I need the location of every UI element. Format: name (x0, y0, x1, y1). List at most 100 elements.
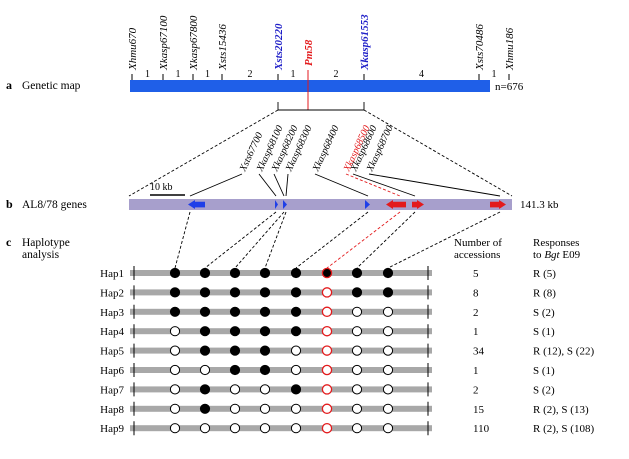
marker-leader-line (352, 173, 416, 197)
zoom-lines-a-to-b (128, 102, 513, 197)
allele-filled (169, 306, 181, 317)
haplotype-bar (130, 308, 432, 315)
panel-c-letter: c (6, 235, 12, 249)
map-marker-label: Xkasp61553 (359, 14, 371, 71)
haplotype-bar (130, 289, 432, 296)
allele-open (290, 423, 302, 434)
allele-filled (351, 287, 363, 298)
marker-leader-line (285, 173, 289, 197)
allele-open (382, 326, 394, 337)
allele-filled (259, 267, 271, 279)
allele-filled (259, 345, 271, 356)
allele-open (351, 326, 363, 337)
allele-open (321, 306, 333, 318)
response-header-line2: to Bgt E09 (533, 249, 581, 261)
map-marker-label: Xsts70486 (474, 24, 486, 71)
allele-filled (199, 384, 211, 395)
response-value: R (5) (533, 268, 556, 280)
allele-open (259, 384, 271, 395)
haplotype-name: Hap9 (100, 423, 124, 435)
allele-open (321, 287, 333, 298)
allele-filled (199, 345, 211, 356)
haplotype-name: Hap5 (100, 346, 124, 358)
allele-open (321, 364, 333, 376)
allele-filled (169, 287, 181, 298)
recombinant-count: 1 (291, 69, 296, 80)
allele-filled (199, 306, 211, 317)
recombinant-count: 1 (176, 69, 181, 80)
allele-filled (229, 326, 241, 337)
allele-open (351, 306, 363, 317)
haplotype-name: Hap8 (100, 404, 124, 416)
marker-connector (295, 211, 369, 269)
accession-count: 15 (473, 404, 485, 416)
response-header-line1: Responses (533, 237, 579, 249)
allele-filled (259, 364, 271, 376)
allele-open (259, 403, 271, 414)
gene-arrows (188, 200, 506, 209)
haplotype-row: Hap1 5 R (5) (100, 266, 556, 280)
haplotype-row: Hap3 2 S (2) (100, 304, 555, 319)
allele-open (321, 345, 333, 356)
allele-open (351, 345, 363, 356)
response-value: S (2) (533, 384, 555, 396)
haplotype-row: Hap8 15 R (2), S (13) (100, 401, 589, 416)
allele-open (382, 306, 394, 317)
allele-filled (351, 267, 363, 279)
allele-open (382, 345, 394, 356)
accession-count: 34 (473, 346, 485, 358)
allele-open (199, 423, 211, 434)
allele-open (169, 345, 181, 356)
marker-connector (204, 211, 277, 269)
panel-a-title: Genetic map (22, 80, 81, 92)
accession-count: 5 (473, 268, 479, 280)
haplotype-row: Hap6 1 S (1) (100, 363, 555, 377)
allele-filled (290, 326, 302, 337)
haplotype-row: Hap9 110 R (2), S (108) (100, 421, 594, 436)
map-marker-label: Xhmu670 (127, 27, 139, 71)
allele-open (382, 403, 394, 414)
allele-open (351, 423, 363, 434)
marker-leader-line (189, 173, 243, 197)
panel-a-letter: a (6, 78, 12, 92)
allele-filled (199, 287, 211, 298)
map-marker-label: Xkasp67100 (158, 15, 170, 71)
marker-connector (264, 211, 287, 269)
allele-filled (290, 267, 302, 279)
accession-count: 1 (473, 326, 479, 338)
haplotype-bar (130, 405, 432, 412)
haplotype-bar (130, 367, 432, 373)
allele-filled (259, 306, 271, 317)
allele-filled (169, 267, 181, 279)
haplotype-name: Hap6 (100, 365, 124, 377)
haplotype-name: Hap1 (100, 268, 124, 280)
allele-filled (290, 306, 302, 317)
allele-open (229, 384, 241, 395)
haplotype-bar (130, 425, 432, 432)
genetic-map-markers: Xhmu670 Xkasp67100 Xkasp67800 Xsts15436 Xsts… (127, 14, 516, 110)
gene-arrow (386, 200, 406, 209)
map-marker-label: Pm58 (303, 39, 315, 66)
gene-arrow (490, 200, 506, 209)
haplotype-bar (130, 270, 432, 276)
allele-open (321, 403, 333, 415)
marker-connector (326, 211, 401, 269)
allele-filled (229, 267, 241, 279)
accessions-header-line2: accessions (454, 249, 500, 261)
physical-map-markers: Xsts67700Xkasp68100Xkasp68200Xkasp68300X… (189, 124, 501, 197)
genetic-map-intervals: 1 1 1 2 1 2 4 1 (145, 69, 497, 80)
marker-leader-line (345, 173, 401, 197)
response-value: R (8) (533, 287, 556, 299)
allele-open (321, 325, 333, 337)
accession-count: 1 (473, 365, 479, 377)
allele-open (382, 364, 394, 376)
allele-open (290, 345, 302, 356)
response-value: R (2), S (13) (533, 404, 589, 416)
physical-length: 141.3 kb (520, 199, 559, 211)
allele-open (199, 364, 211, 376)
marker-connector (234, 211, 285, 269)
allele-filled (382, 267, 394, 279)
allele-filled (382, 287, 394, 298)
marker-connector (387, 211, 501, 269)
marker-connector (356, 211, 416, 269)
